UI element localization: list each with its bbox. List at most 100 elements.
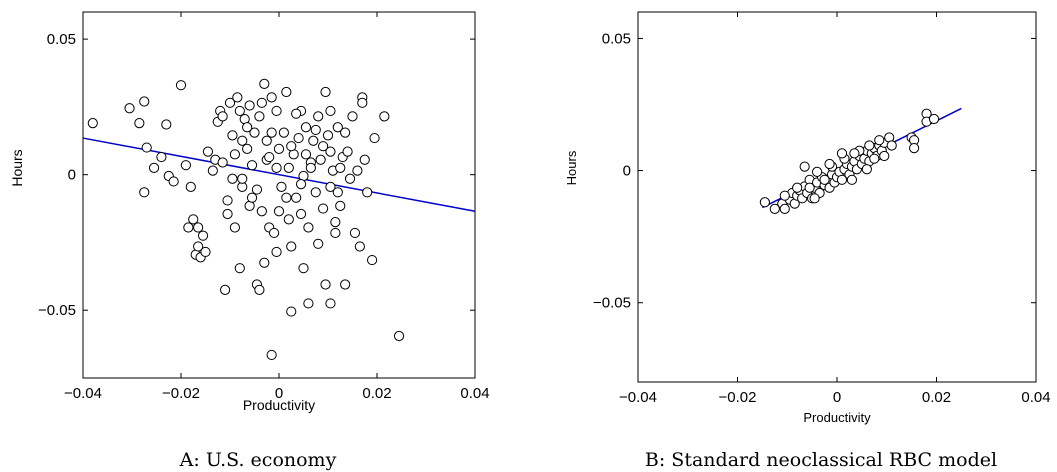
chart-a-point: [325, 298, 336, 309]
chart-a-ytick-label: 0.05: [47, 31, 76, 48]
chart-b-point: [928, 113, 940, 125]
chart-b-point: [804, 182, 815, 193]
chart-a-point: [229, 222, 240, 233]
chart-a-point: [168, 176, 179, 187]
chart-b-point: [864, 140, 875, 151]
chart-b-point: [909, 143, 920, 154]
chart-a-point: [308, 135, 319, 146]
chart-a-point: [188, 214, 199, 225]
chart-b-point: [779, 203, 790, 214]
chart-a-xticks: −0.04 −0.02 0 0.02 0.04: [64, 12, 490, 402]
chart-b-point: [874, 135, 885, 146]
chart-b-point: [799, 161, 810, 172]
chart-a-point: [393, 330, 405, 342]
chart-b-point: [836, 174, 848, 185]
chart-b-caption: B: Standard neoclassical RBC model: [645, 449, 997, 471]
chart-a-point: [291, 192, 302, 203]
chart-a-point: [183, 222, 194, 233]
chart-b-point: [792, 182, 803, 193]
chart-a-point: [318, 141, 329, 152]
chart-a-point: [254, 284, 265, 295]
chart-a-point: [273, 206, 285, 217]
chart-a-point: [266, 92, 277, 103]
chart-a-point: [352, 165, 363, 176]
chart-a-point: [357, 97, 368, 108]
chart-b-ytick-label: 0.05: [602, 30, 631, 47]
chart-a-point: [344, 173, 356, 184]
chart-a-point: [322, 130, 334, 141]
chart-a-point: [264, 151, 275, 163]
chart-a-point: [266, 127, 277, 138]
chart-a-point: [207, 165, 218, 176]
chart-a-point: [359, 154, 370, 165]
chart-b-yticks: 0.05 0 −0.05: [593, 30, 1036, 312]
chart-a-point: [175, 80, 187, 91]
chart-a-point: [281, 192, 292, 203]
chart-a-points: [87, 78, 405, 361]
chart-a-ylabel: Hours: [9, 149, 25, 186]
chart-a-point: [266, 349, 277, 361]
chart-a-point: [244, 100, 255, 111]
chart-a-xtick-label: −0.02: [162, 385, 200, 402]
chart-b-point: [861, 164, 872, 175]
chart-a-point: [310, 187, 321, 198]
chart-a-point: [300, 149, 312, 160]
chart-a-point: [87, 118, 98, 129]
chart-a-point: [278, 127, 289, 138]
chart-a-point: [197, 230, 209, 241]
chart-a-point: [340, 127, 351, 138]
chart-a-point: [325, 181, 336, 192]
chart-a-point: [320, 86, 331, 98]
chart-a-point: [332, 187, 343, 198]
chart-a-point: [227, 130, 238, 141]
chart-a-point: [354, 241, 365, 252]
chart-a-point: [276, 181, 287, 192]
chart-a-point: [347, 111, 358, 122]
chart-a-point: [310, 124, 321, 136]
chart-a-point: [148, 162, 160, 173]
chart-b-point: [849, 148, 860, 159]
chart-a-point: [217, 111, 228, 122]
chart-a-point: [315, 154, 326, 165]
chart-b-ytick-label: −0.05: [593, 295, 631, 312]
chart-a-point: [229, 149, 240, 160]
chart-a-point: [256, 206, 267, 217]
chart-a-xlabel: Productivity: [243, 397, 315, 413]
chart-a-point: [185, 181, 196, 192]
chart-a-point: [237, 173, 248, 184]
chart-a-point: [281, 86, 292, 98]
chart-a-point: [156, 151, 167, 163]
chart-b-xtick-label: −0.04: [619, 389, 657, 406]
chart-a-point: [259, 257, 270, 268]
chart-a-point: [286, 241, 297, 252]
chart-a-xtick-label: −0.04: [64, 385, 102, 402]
chart-a-point: [261, 135, 272, 146]
chart-a-point: [124, 103, 135, 114]
chart-a-point: [234, 105, 245, 117]
chart-b-xtick-label: −0.02: [719, 389, 757, 406]
chart-a-point: [234, 263, 245, 274]
chart-a-point: [139, 187, 150, 198]
chart-a-point: [139, 96, 150, 107]
chart-a-point: [335, 200, 346, 211]
chart-a-point: [320, 279, 331, 290]
chart-a-point: [298, 263, 309, 274]
chart-a-ytick-label: 0: [68, 167, 76, 184]
chart-a-point: [242, 143, 253, 155]
chart-a-point: [273, 143, 285, 155]
chart-a-point: [237, 135, 248, 146]
chart-a-point: [259, 78, 270, 89]
chart-a-point: [217, 157, 228, 168]
chart-a-point: [303, 222, 314, 233]
chart-b-point: [779, 190, 790, 201]
chart-b-point: [812, 166, 823, 177]
chart-a-point: [349, 227, 361, 239]
chart-a-point: [379, 111, 390, 122]
chart-b-xticks: −0.04 −0.02 0 0.02 0.04: [619, 12, 1051, 406]
chart-a-point: [269, 227, 280, 239]
chart-a-point: [313, 111, 324, 122]
chart-b-xtick-label: 0: [833, 389, 841, 406]
chart-a-caption: A: U.S. economy: [179, 449, 337, 471]
chart-a-point: [222, 208, 233, 220]
chart-a-point: [271, 246, 282, 258]
